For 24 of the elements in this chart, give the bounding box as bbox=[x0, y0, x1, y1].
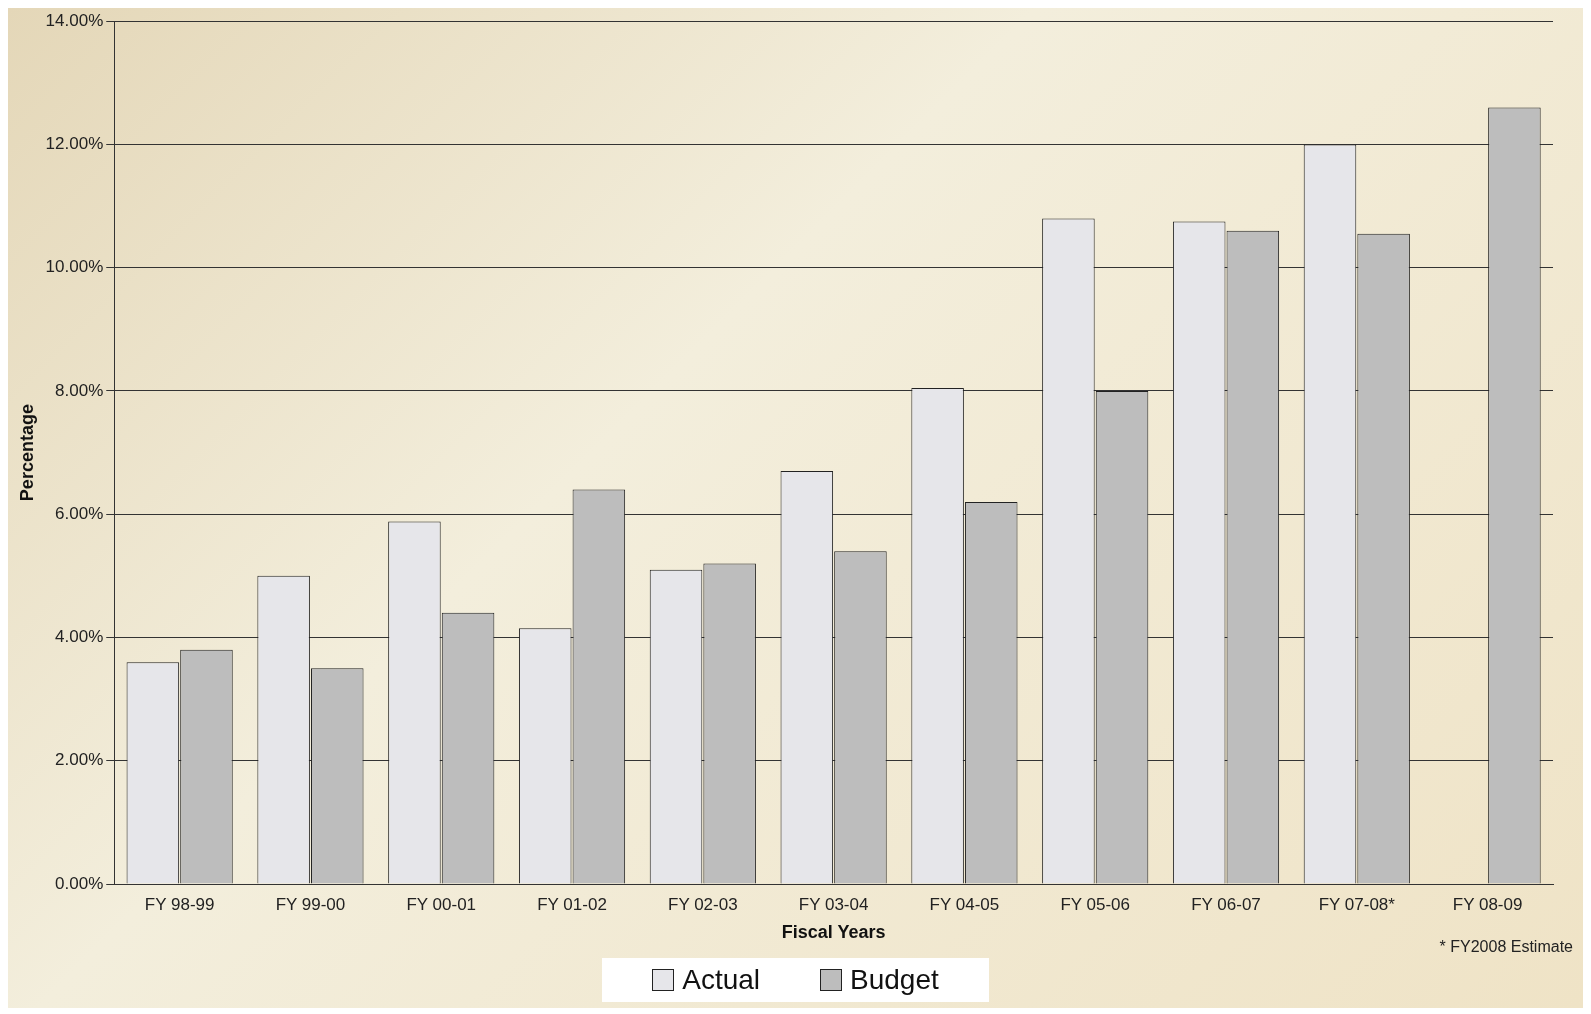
y-axis-title: Percentage bbox=[16, 404, 37, 502]
x-tick-label: FY 06-07 bbox=[1191, 894, 1261, 914]
x-tick-label: FY 00-01 bbox=[406, 894, 477, 914]
x-tick-label: FY 08-09 bbox=[1452, 894, 1523, 914]
text: Budget bbox=[850, 964, 939, 996]
legend-label: Actual bbox=[682, 964, 761, 996]
y-tick-label: 12.00% bbox=[45, 134, 104, 154]
y-tick-label: 6.00% bbox=[55, 503, 104, 523]
y-tick-label: 8.00% bbox=[55, 380, 104, 400]
y-tick-label: 4.00% bbox=[55, 627, 104, 647]
x-tick-label: FY 01-02 bbox=[537, 894, 607, 914]
x-tick-label: FY 02-03 bbox=[668, 894, 738, 914]
y-tick-label: 14.00% bbox=[45, 10, 104, 30]
y-tick-label: 0.00% bbox=[55, 873, 104, 893]
y-tick-label: 10.00% bbox=[45, 257, 104, 277]
x-tick-label: FY 98-99 bbox=[144, 894, 215, 914]
text: * FY2008 Estimate bbox=[1439, 938, 1574, 955]
x-axis-title: Fiscal Years bbox=[781, 922, 886, 943]
x-tick-label: FY 05-06 bbox=[1060, 894, 1131, 914]
x-tick-label: FY 07-08* bbox=[1318, 894, 1396, 914]
x-tick-label: FY 03-04 bbox=[798, 894, 869, 914]
y-tick-label: 2.00% bbox=[55, 750, 104, 770]
x-tick-label: FY 99-00 bbox=[275, 894, 346, 914]
x-tick-label: FY 04-05 bbox=[929, 894, 1000, 914]
